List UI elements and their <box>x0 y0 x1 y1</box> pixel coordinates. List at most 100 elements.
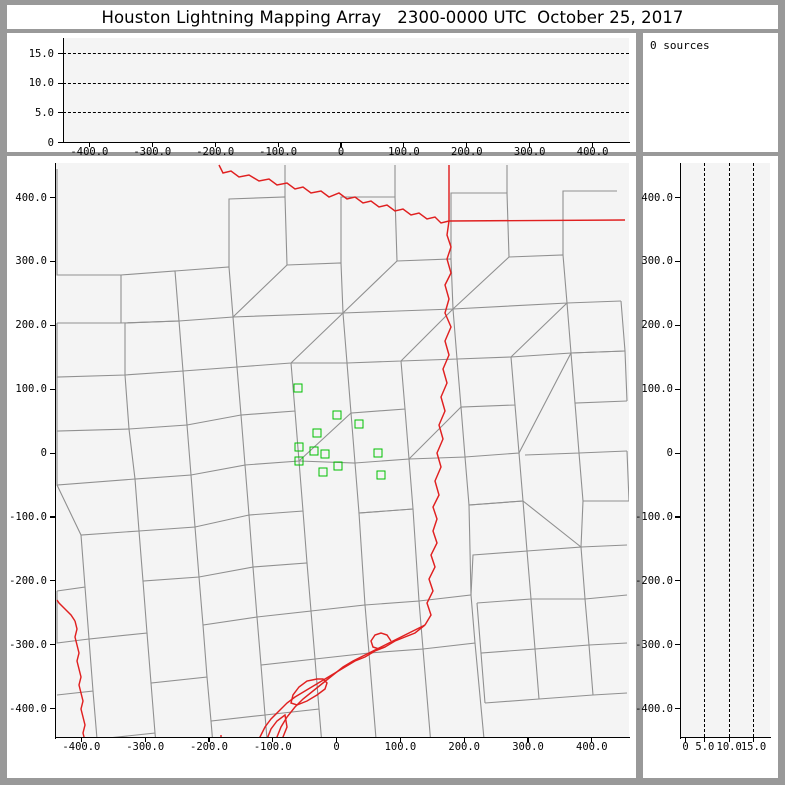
altitude-vs-east-panel[interactable]: 0 5.0 10.0 15.0 -400.0 -300.0 -200.0 -10… <box>7 33 636 157</box>
right-y-tick-m300 <box>675 644 680 646</box>
map-y-tick-m200 <box>50 580 55 582</box>
map-y-tick-label-200: 200.0 <box>15 319 47 332</box>
map-y-tick-m400 <box>50 708 55 710</box>
right-y-tick-label-m100: -100.0 <box>635 510 673 523</box>
map-y-tick-300 <box>50 260 55 262</box>
x-tick-label-m200: -200.0 <box>196 146 235 158</box>
map-x-tick-label-m100: -100.0 <box>253 741 292 753</box>
right-y-tick-label-m300: -300.0 <box>635 638 673 651</box>
x-tick-m400 <box>88 142 90 147</box>
map-y-tick-label-300: 300.0 <box>15 255 47 268</box>
county-boundaries <box>56 165 629 737</box>
gridline-h-5 <box>63 112 629 114</box>
right-y-tick-label-100: 100.0 <box>641 382 673 395</box>
map-y-tick-100 <box>50 388 55 390</box>
gridline-h-15 <box>63 52 629 54</box>
right-y-tick-400 <box>675 196 680 199</box>
map-y-tick-label-m300: -300.0 <box>9 638 47 651</box>
gridline-v-5 <box>704 163 706 737</box>
right-x-tick-label-10: 10.0 <box>716 741 742 753</box>
lma-station-marker[interactable] <box>376 470 386 480</box>
right-y-tick-0 <box>675 452 680 454</box>
right-x-tick-0 <box>684 737 687 742</box>
source-count-panel: 0 sources <box>643 33 778 152</box>
right-y-tick-label-200: 200.0 <box>641 319 673 332</box>
map-y-tick-m300 <box>50 644 55 646</box>
plan-view-map-plot-area[interactable] <box>55 163 629 737</box>
lma-station-marker[interactable] <box>333 461 343 471</box>
x-tick-200 <box>466 142 468 147</box>
x-tick-label-300: 300.0 <box>513 146 546 158</box>
map-x-axis-line <box>55 737 630 739</box>
map-y-tick-400 <box>50 196 55 199</box>
source-count-label: 0 sources <box>650 39 710 52</box>
map-x-tick-label-m400: -400.0 <box>62 741 101 753</box>
right-x-tick-label-0: 0 <box>682 741 689 753</box>
y-tick-label-0: 0 <box>47 136 54 149</box>
lma-station-marker[interactable] <box>354 419 364 428</box>
right-x-tick-10 <box>728 737 730 742</box>
map-x-tick-m100 <box>272 737 274 742</box>
map-x-tick-m300 <box>144 737 146 742</box>
right-y-tick-label-300: 300.0 <box>641 255 673 268</box>
lma-station-marker[interactable] <box>294 456 304 466</box>
lma-station-marker[interactable] <box>312 428 322 438</box>
right-y-tick-label-m200: -200.0 <box>635 574 673 587</box>
right-y-axis-line <box>680 163 682 739</box>
x-tick-label-m400: -400.0 <box>70 146 109 158</box>
lma-station-marker[interactable] <box>332 410 342 420</box>
right-y-tick-300 <box>675 260 680 262</box>
right-x-tick-15 <box>752 737 755 742</box>
right-y-tick-100 <box>675 388 680 390</box>
altitude-vs-east-plot-area[interactable] <box>63 38 629 142</box>
map-x-tick-label-100: 100.0 <box>384 741 417 753</box>
x-tick-0 <box>340 142 342 147</box>
gridline-v-10 <box>728 163 730 737</box>
y-tick-5 <box>58 112 63 114</box>
x-tick-m100 <box>277 142 279 147</box>
map-y-axis-line <box>55 163 57 739</box>
plan-view-map-panel[interactable]: 400.0 300.0 200.0 100.0 0 -100.0 -200.0 … <box>7 156 636 778</box>
lma-station-marker[interactable] <box>320 449 330 459</box>
lma-station-marker[interactable] <box>293 383 303 393</box>
map-y-tick-label-m100: -100.0 <box>9 510 47 523</box>
state-boundaries <box>56 164 626 737</box>
right-x-tick-label-5: 5.0 <box>695 741 715 753</box>
map-y-tick-label-0: 0 <box>40 446 47 459</box>
right-x-axis-line <box>680 737 771 739</box>
y-tick-label-10: 10.0 <box>28 77 54 90</box>
lma-station-marker[interactable] <box>294 442 304 452</box>
altitude-vs-north-panel[interactable]: 400.0 300.0 200.0 100.0 0 -100.0 -200.0 … <box>635 156 778 778</box>
x-tick-label-400: 400.0 <box>576 146 609 158</box>
map-x-tick-200 <box>463 737 465 742</box>
page-title: Houston Lightning Mapping Array 2300-000… <box>101 7 684 27</box>
map-y-tick-label-400: 400.0 <box>15 191 47 204</box>
map-y-tick-0 <box>50 452 55 454</box>
altitude-vs-north-plot-area[interactable] <box>680 163 770 737</box>
x-tick-m200 <box>214 142 216 147</box>
lma-station-marker[interactable] <box>318 467 328 477</box>
map-y-tick-m100 <box>50 516 55 518</box>
map-geography-layer <box>56 164 629 737</box>
y-tick-0 <box>58 142 63 144</box>
x-tick-300 <box>529 142 531 147</box>
right-y-tick-m100 <box>675 516 680 518</box>
x-tick-label-0: 0 <box>337 146 345 158</box>
map-x-tick-0 <box>336 737 338 742</box>
map-x-tick-300 <box>527 737 529 742</box>
x-tick-100 <box>403 142 405 147</box>
lma-station-marker[interactable] <box>373 448 383 458</box>
map-x-tick-400 <box>591 737 593 742</box>
lma-station-marker[interactable] <box>309 446 319 456</box>
y-axis-line <box>63 38 65 143</box>
title-bar: Houston Lightning Mapping Array 2300-000… <box>7 5 778 29</box>
x-tick-label-200: 200.0 <box>450 146 483 158</box>
map-y-tick-label-m200: -200.0 <box>9 574 47 587</box>
map-x-tick-label-m300: -300.0 <box>126 741 165 753</box>
gridline-h-10 <box>63 82 629 84</box>
right-y-tick-label-m400: -400.0 <box>635 702 673 715</box>
map-x-tick-100 <box>399 737 401 742</box>
x-tick-label-m300: -300.0 <box>133 146 172 158</box>
map-x-tick-m400 <box>80 737 82 742</box>
